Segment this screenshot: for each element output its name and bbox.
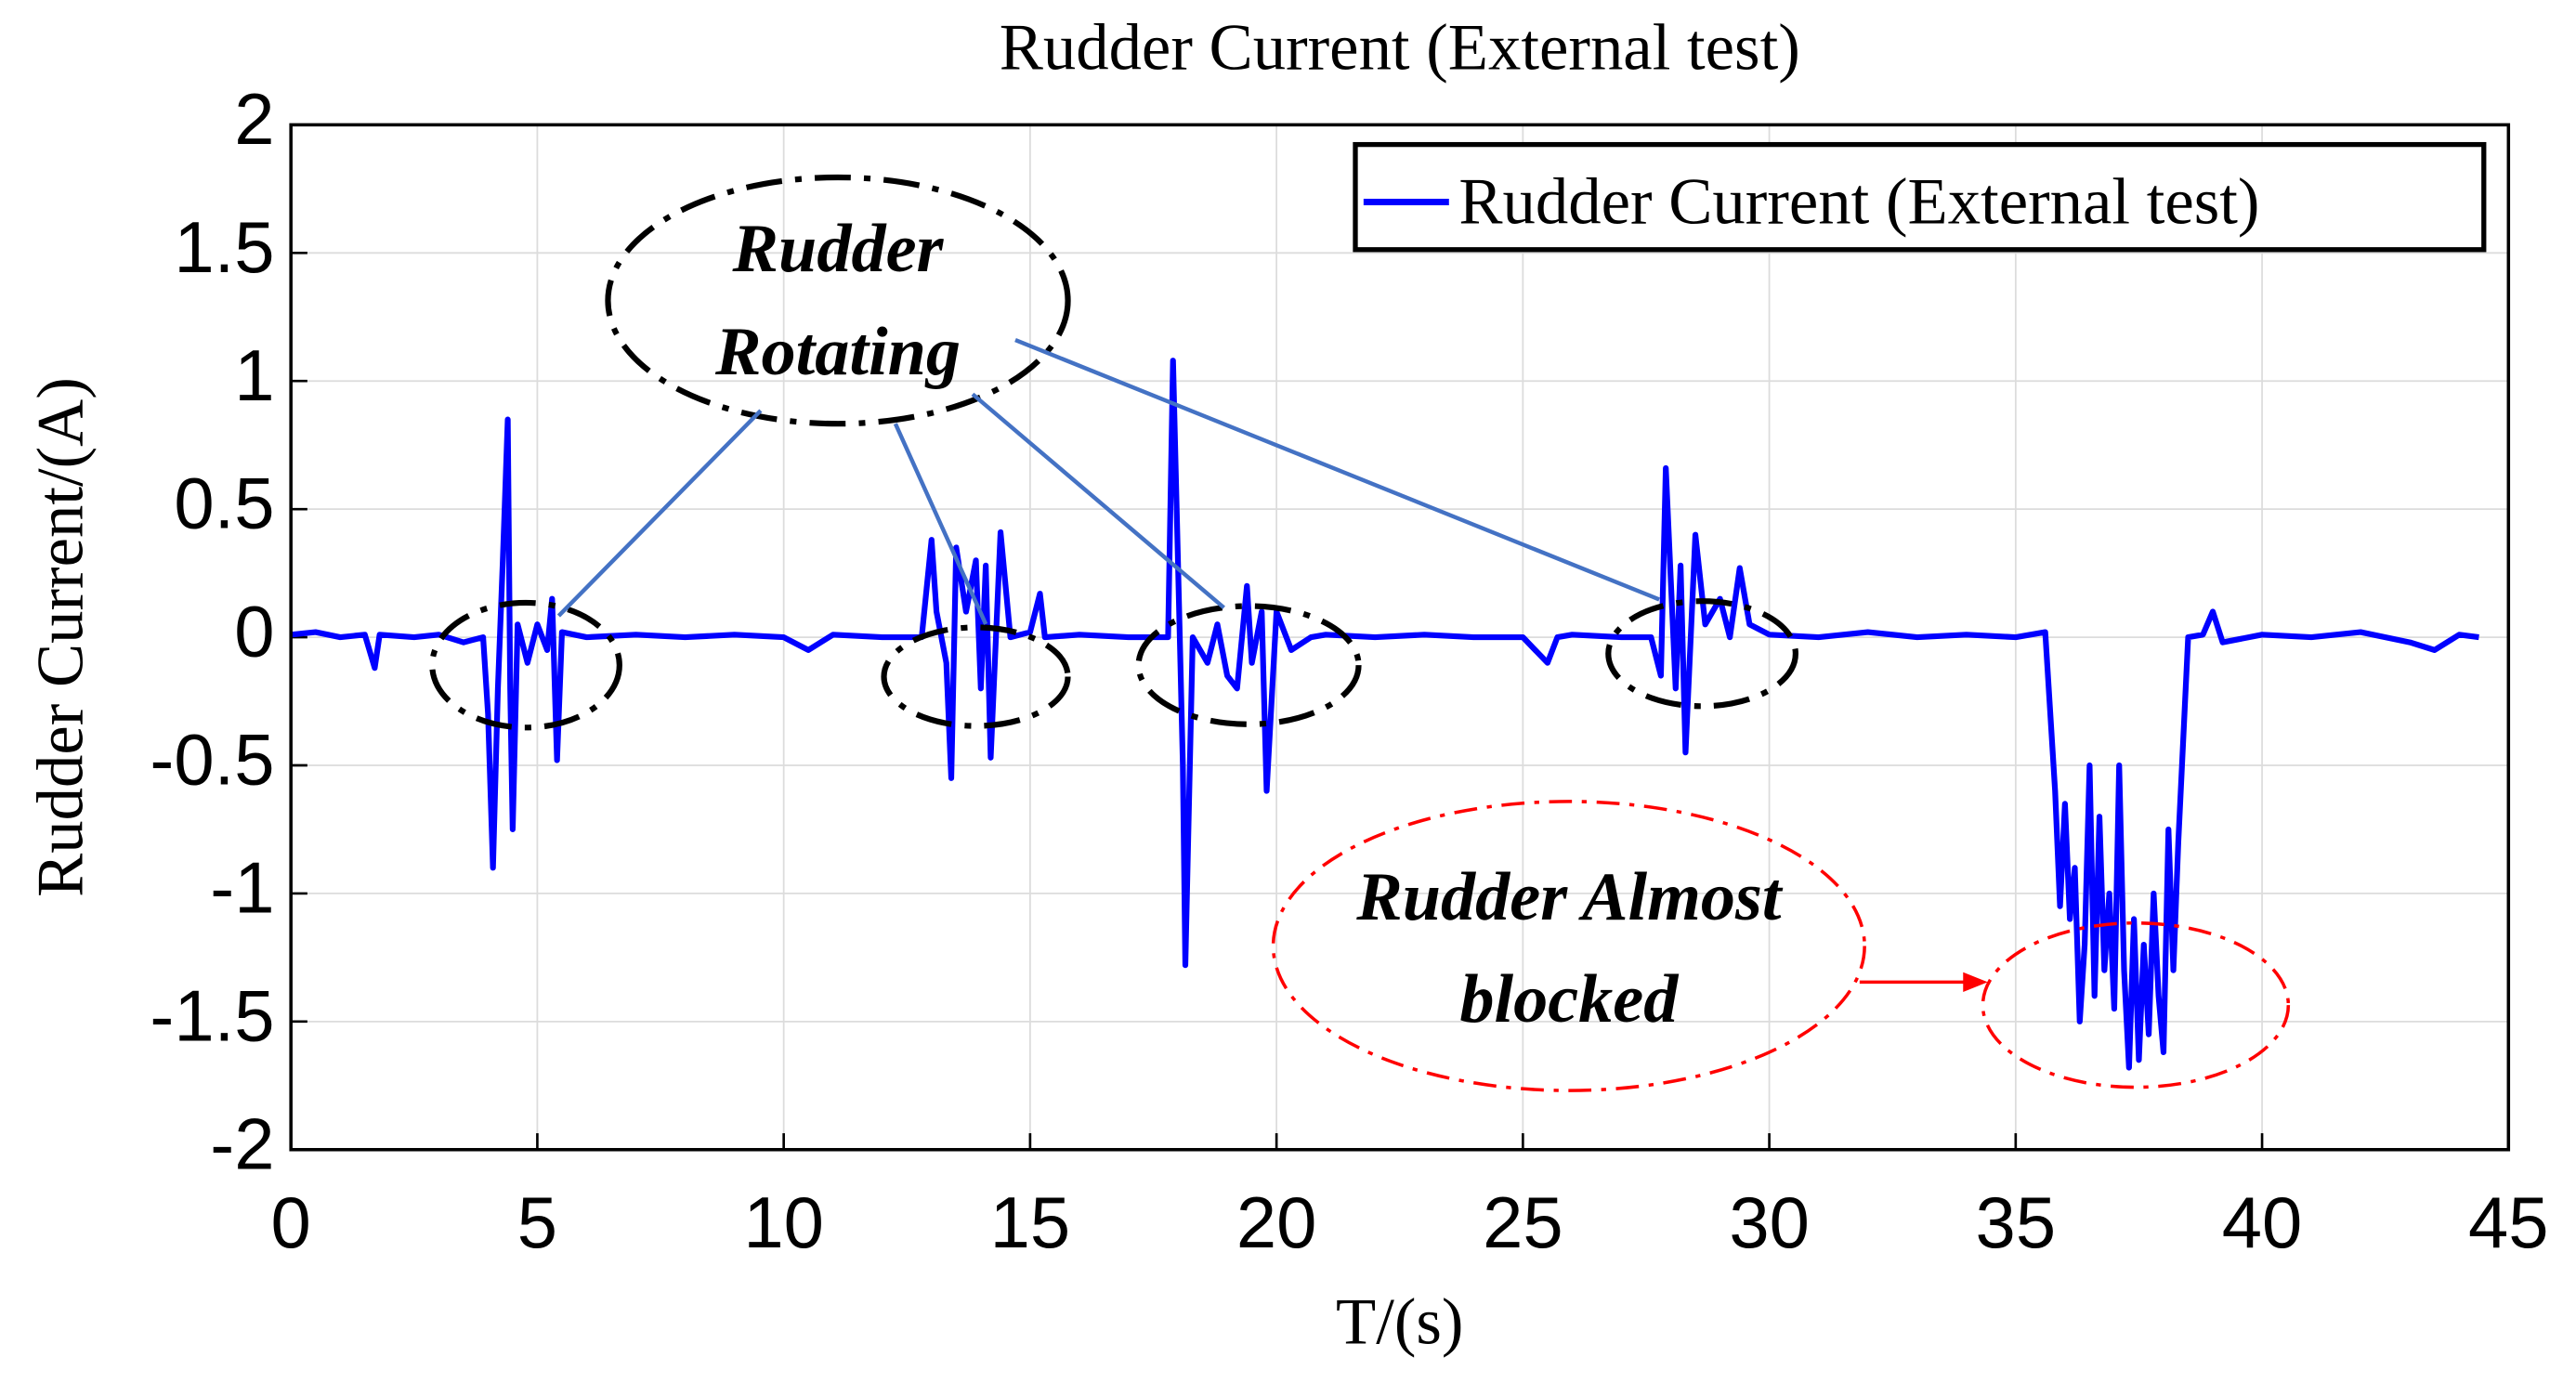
y-tick-label: 2 [234, 80, 274, 160]
connector [971, 392, 1225, 609]
x-tick-label: 45 [2468, 1183, 2549, 1263]
x-axis-label: T/(s) [1336, 1285, 1463, 1358]
chart-title: Rudder Current (External test) [1000, 11, 1800, 84]
annotation: Rudder [732, 211, 945, 287]
ellipse [1271, 800, 1866, 1092]
x-tick-label: 40 [2222, 1183, 2303, 1263]
x-tick-label: 5 [517, 1183, 557, 1263]
legend-label: Rudder Current (External test) [1458, 165, 2259, 238]
y-tick-label: 1 [234, 336, 274, 416]
ellipse [1135, 603, 1362, 727]
ellipse [1981, 920, 2291, 1089]
data-line [290, 358, 2479, 1071]
y-tick-label: -2 [210, 1104, 274, 1184]
y-tick-label: -1.5 [150, 976, 274, 1056]
connector [893, 423, 988, 625]
arrow-head [1963, 972, 1988, 993]
x-tick-label: 35 [1976, 1183, 2057, 1263]
connectors [556, 337, 1660, 625]
rotating-ellipses [429, 174, 1798, 731]
y-tick-label: -0.5 [150, 721, 274, 801]
y-tick-label: 0 [234, 593, 274, 672]
plot [290, 358, 2479, 1071]
axes-box [289, 123, 2511, 1152]
blocked-ellipses [1271, 800, 2291, 1092]
annotation: Rotating [714, 314, 961, 390]
x-tick-label: 10 [743, 1183, 824, 1263]
annotation: Rudder Almost [1355, 859, 1784, 935]
ellipse [605, 174, 1071, 427]
x-tick-label: 25 [1483, 1183, 1563, 1263]
y-tick-label: 0.5 [174, 464, 274, 544]
y-axis-label: Rudder Current/(A) [25, 377, 98, 897]
ellipse [1605, 598, 1798, 710]
ellipse [881, 624, 1071, 729]
x-tick-label: 15 [990, 1183, 1071, 1263]
legend-box [1353, 141, 2487, 253]
y-tick-label: -1 [210, 848, 274, 928]
annotation: blocked [1459, 961, 1680, 1037]
connector [556, 409, 763, 618]
x-tick-label: 30 [1729, 1183, 1810, 1263]
ellipse [429, 599, 622, 731]
connector [1014, 337, 1660, 602]
y-tick-label: 1.5 [174, 208, 274, 288]
x-tick-label: 0 [271, 1183, 311, 1263]
x-tick-label: 20 [1236, 1183, 1317, 1263]
